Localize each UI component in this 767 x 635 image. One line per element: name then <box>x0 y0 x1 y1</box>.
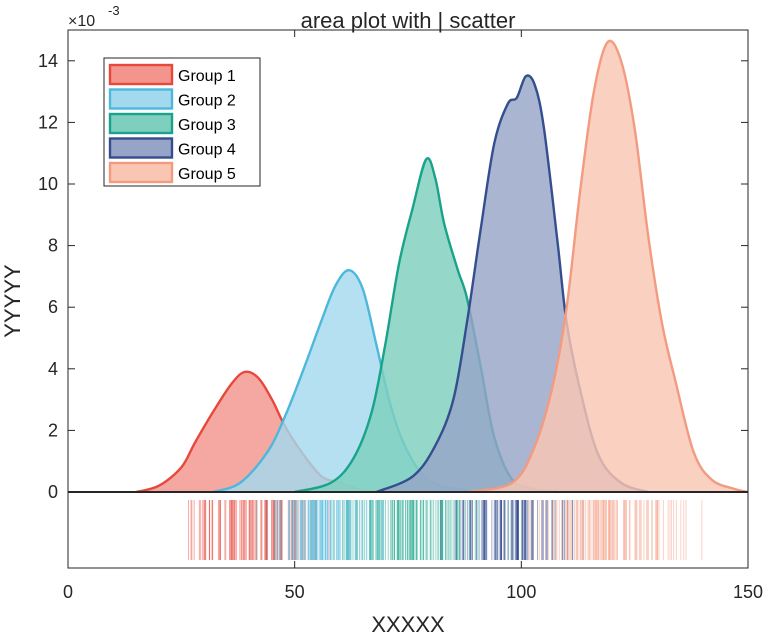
axes: 0 2 4 6 8 10 12 14 0 50 100 150 <box>38 29 763 602</box>
legend-label: Group 4 <box>178 142 236 159</box>
area-3 <box>294 158 558 493</box>
rug-series-3 <box>333 500 509 560</box>
legend-swatch <box>108 137 174 159</box>
legend-swatch <box>108 112 174 135</box>
legend-swatch <box>108 63 174 86</box>
legend-label: Group 5 <box>178 166 236 183</box>
rug-plot-area <box>188 500 703 560</box>
y-tick-label: 0 <box>48 482 58 502</box>
y-tick-label: 14 <box>38 51 58 71</box>
rug-series-2 <box>256 500 385 560</box>
y-tick-label: 8 <box>48 236 58 256</box>
area-4 <box>376 75 649 493</box>
x-axis-label: XXXXX <box>371 612 445 635</box>
x-tick-label: 100 <box>506 582 536 602</box>
y-exponent-label: ×10 -3 <box>68 3 120 30</box>
area-line-5 <box>466 39 749 494</box>
legend-label: Group 2 <box>178 93 236 110</box>
legend-label: Group 3 <box>178 117 236 134</box>
density-plot-area <box>135 39 749 494</box>
x-tick-label: 150 <box>733 582 763 602</box>
legend-swatch <box>108 161 174 184</box>
y-tick-label: 10 <box>38 174 58 194</box>
area-2 <box>213 270 476 492</box>
area-1 <box>136 371 377 492</box>
rug-series-5 <box>528 500 703 560</box>
rug-series-1 <box>188 500 331 560</box>
y-tick-label: 12 <box>38 112 58 132</box>
x-tick-label: 0 <box>63 582 73 602</box>
y-axis-label: YYYYY <box>0 264 25 338</box>
legend-label: Group 1 <box>178 68 236 85</box>
rug-axes-box <box>67 491 749 569</box>
chart-title: area plot with | scatter <box>301 8 516 33</box>
area-5 <box>466 40 748 492</box>
y-tick-label: 6 <box>48 297 58 317</box>
y-tick-label: 2 <box>48 420 58 440</box>
legend-swatch <box>108 88 174 110</box>
y-exponent-base: ×10 <box>68 13 95 30</box>
legend: Group 1 Group 2 Group 3 Group 4 Group 5 <box>103 57 261 187</box>
y-exponent-power: -3 <box>108 3 120 18</box>
y-tick-label: 4 <box>48 359 58 379</box>
x-tick-label: 50 <box>285 582 305 602</box>
rug-series-4 <box>440 500 584 560</box>
